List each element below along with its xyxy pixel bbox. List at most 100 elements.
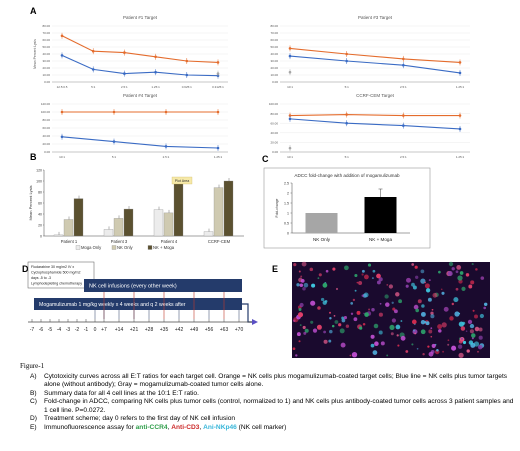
if-cell — [428, 329, 433, 334]
panel-d-treatment-scheme: Fludarabine 30 mg/m2 IV x Cyclophosphamid… — [27, 261, 258, 333]
if-cell — [465, 273, 470, 277]
if-cell — [475, 268, 478, 271]
bar — [173, 180, 184, 237]
x-tick-label: 10:1 — [59, 155, 65, 159]
timeline-day-label: -1 — [84, 327, 89, 333]
if-cell — [378, 277, 383, 282]
bar — [123, 208, 134, 237]
if-cell — [356, 281, 359, 284]
caption-ccr4: anti-CCR4 — [135, 423, 168, 431]
if-cell — [292, 347, 296, 351]
chemo-text: Cyclophosphamide 500 mg/m2 — [31, 271, 81, 275]
if-cell — [301, 261, 307, 267]
y-tick-label: 60.00 — [270, 121, 278, 125]
if-cell — [349, 354, 352, 357]
if-cell — [424, 281, 427, 284]
if-cell — [468, 284, 473, 289]
if-cell — [447, 271, 453, 277]
if-cell — [385, 302, 390, 307]
y-axis-label: Mean Percent Lysis — [28, 186, 33, 221]
if-cell — [328, 339, 332, 343]
if-cell — [393, 309, 398, 314]
data-point — [402, 63, 405, 67]
panel-letter-c: C — [262, 154, 269, 164]
if-cell — [322, 300, 327, 305]
if-cell — [329, 311, 331, 314]
if-cell — [474, 326, 480, 332]
if-cell — [325, 269, 329, 273]
if-cell — [458, 352, 464, 358]
y-tick-label: 30.00 — [270, 59, 278, 63]
y-tick-label: 2.5 — [284, 181, 289, 185]
y-tick-label: 20.00 — [42, 66, 50, 70]
if-cell — [299, 324, 302, 327]
chart-title: Patient #1 Target — [123, 15, 158, 20]
data-point — [91, 49, 95, 53]
if-cell — [373, 323, 379, 329]
if-cell — [477, 344, 483, 350]
x-tick-label: 0.625:1 — [182, 85, 192, 89]
if-cell — [362, 322, 366, 326]
data-point — [154, 55, 157, 59]
if-cell — [376, 273, 381, 279]
legend-swatch — [111, 245, 117, 250]
if-cell — [299, 283, 304, 288]
if-cell — [406, 277, 411, 283]
if-cell — [334, 320, 339, 324]
if-cell — [443, 306, 449, 312]
y-tick-label: 120.00 — [41, 102, 51, 106]
bar — [153, 209, 164, 237]
panel-letter-b: B — [30, 152, 37, 162]
bar — [213, 187, 224, 237]
if-cell — [420, 320, 426, 325]
y-tick-label: 20.00 — [270, 141, 278, 145]
if-cell — [333, 315, 336, 317]
if-cell — [441, 291, 445, 295]
bar — [63, 219, 74, 237]
if-cell — [339, 328, 345, 334]
if-cell — [412, 329, 416, 332]
if-cell — [356, 310, 361, 315]
y-tick-label: 0 — [287, 231, 289, 235]
bar — [73, 198, 84, 237]
if-cell — [414, 332, 417, 335]
caption-text: Fold-change in ADCC, comparing NK cells … — [44, 398, 514, 414]
data-point — [123, 72, 126, 75]
y-tick-label: 60 — [38, 201, 42, 205]
caption-item-b: B) Summary data for all 4 cell lines at … — [30, 390, 515, 398]
if-cell — [430, 311, 434, 315]
if-cell — [453, 297, 459, 303]
x-tick-label: 5:1 — [345, 85, 350, 89]
if-cell — [391, 318, 397, 323]
if-cell — [483, 302, 488, 307]
bar — [53, 234, 64, 237]
if-cell — [318, 273, 322, 277]
x-tick-label: 1.25:1 — [456, 155, 465, 159]
moga-connector — [242, 303, 252, 323]
data-point — [345, 113, 348, 116]
y-tick-label: 0 — [40, 234, 42, 238]
if-cell — [458, 339, 463, 344]
data-point — [60, 34, 64, 38]
if-image-cells — [292, 261, 488, 358]
caption-letter: B) — [30, 389, 37, 397]
if-cell — [299, 302, 304, 308]
caption-letter: E) — [30, 423, 37, 431]
chart-title: ADCC fold-change with addition of mogamu… — [294, 173, 400, 178]
if-cell — [457, 344, 463, 349]
data-point — [164, 110, 168, 114]
if-cell — [424, 283, 430, 289]
data-point — [288, 54, 292, 58]
x-tick-label: 10:1 — [287, 155, 293, 159]
y-tick-label: 80.00 — [42, 24, 50, 28]
if-cell — [378, 312, 383, 317]
if-cell — [363, 274, 369, 280]
if-cell — [361, 269, 365, 273]
if-cell — [458, 321, 465, 327]
chemo-text: Fludarabine 30 mg/m2 IV x — [31, 265, 74, 269]
y-tick-label: 0.00 — [44, 80, 50, 84]
if-cell — [425, 321, 430, 326]
plot-area-tooltip-text: Plot Area — [175, 179, 190, 183]
caption-nkp46: Ani-NKp46 — [203, 423, 237, 431]
x-tick-label: 12.5:0.5 — [57, 85, 68, 89]
